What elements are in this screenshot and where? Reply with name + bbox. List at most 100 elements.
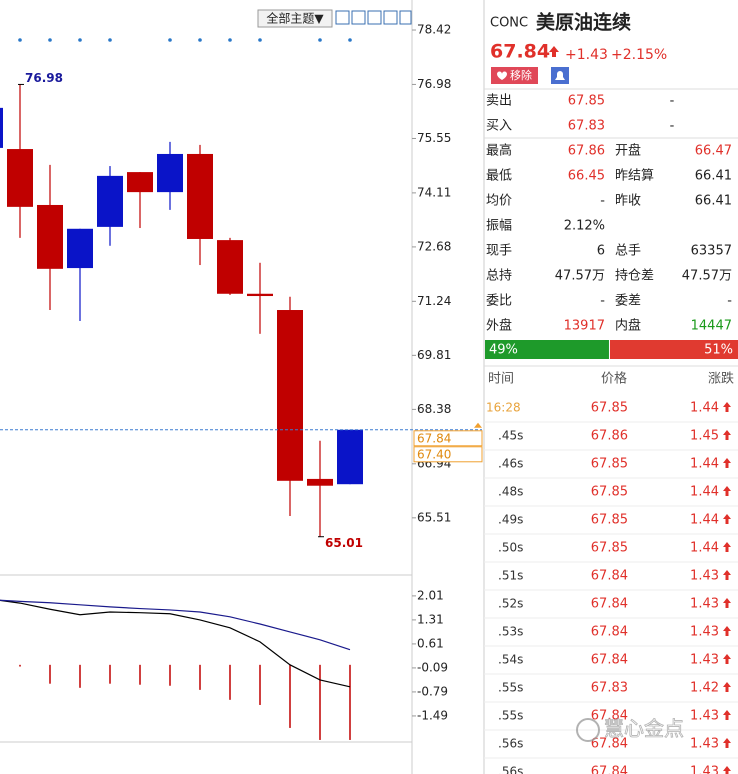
high-label: 76.98 (25, 71, 63, 85)
change: +1.43 (565, 47, 608, 63)
trade-time: .55s (498, 709, 523, 723)
quote-value: 66.45 (568, 169, 605, 184)
macd-line (0, 599, 351, 651)
up-arrow (723, 626, 731, 636)
remove-button[interactable] (491, 67, 538, 84)
trade-change: 1.45 (690, 429, 719, 444)
tool-icon[interactable] (367, 10, 382, 25)
trade-price: 67.85 (591, 513, 628, 528)
trade-time: .56s (498, 765, 523, 774)
tool-icon[interactable] (335, 10, 350, 25)
trade-time: .56s (498, 737, 523, 751)
y-tick-label: 1.31 (417, 612, 444, 626)
candle-body (7, 149, 33, 207)
candle-body (0, 107, 3, 148)
macd-chart (0, 599, 351, 740)
quote-value: 47.57万 (682, 269, 732, 284)
trade-time: .49s (498, 513, 523, 527)
remove-button-label[interactable]: 移除 (510, 68, 532, 82)
y-tick-label: 72.68 (417, 239, 451, 253)
up-arrow (549, 46, 559, 57)
trade-time: 16:28 (486, 401, 521, 415)
trade-price: 67.85 (591, 485, 628, 500)
outer-bar (485, 340, 609, 359)
candle-body (277, 310, 303, 481)
trade-change: 1.43 (690, 597, 719, 612)
event-dots (18, 38, 352, 42)
trade-price: 67.84 (591, 737, 628, 752)
symbol-name: 美原油连续 (536, 11, 631, 34)
quote-value: 66.41 (695, 169, 732, 184)
candle-body (127, 172, 153, 193)
up-arrow (723, 486, 731, 496)
quote-value: - (600, 294, 605, 309)
quote-label: 开盘 (615, 143, 641, 159)
quote-label: 卖出 (486, 94, 512, 109)
quote-label: 外盘 (486, 318, 512, 334)
trade-time: .48s (498, 485, 523, 499)
quote-label: 持仓差 (615, 269, 654, 284)
y-tick-label: 69.81 (417, 348, 451, 362)
trade-change: 1.43 (690, 625, 719, 640)
trade-price: 67.85 (591, 401, 628, 416)
trade-change: 1.43 (690, 653, 719, 668)
quote-value: 66.41 (695, 194, 732, 209)
inner-bar (609, 340, 738, 359)
trade-time: .55s (498, 681, 523, 695)
candle-chart (0, 84, 363, 537)
tool-icon[interactable] (383, 10, 398, 25)
quote-value: 6 (597, 244, 605, 259)
trade-price: 67.85 (591, 457, 628, 472)
tool-icon[interactable] (399, 10, 412, 25)
quote-value: - (670, 119, 675, 134)
trade-change: 1.43 (690, 569, 719, 584)
quote-value: 67.83 (568, 119, 605, 134)
tool-icon[interactable] (351, 10, 366, 25)
theme-button[interactable] (257, 9, 333, 28)
trade-header: 时间 (488, 372, 514, 387)
inner-pct: 51% (704, 343, 733, 358)
up-arrow (723, 458, 731, 468)
trade-price: 67.84 (591, 653, 628, 668)
candle-body (67, 228, 93, 269)
y-tick-label: -0.79 (417, 684, 448, 698)
trade-change: 1.44 (690, 513, 719, 528)
candle-body (37, 204, 63, 269)
change-pct: +2.15% (611, 47, 667, 63)
trade-price: 67.84 (591, 625, 628, 640)
up-arrow (723, 430, 731, 440)
up-arrow (723, 514, 731, 524)
y-tick-label: 71.24 (417, 294, 451, 308)
trade-price: 67.84 (591, 597, 628, 612)
symbol-code: CONC (490, 16, 528, 31)
trade-time: .46s (498, 457, 523, 471)
up-arrow (723, 738, 731, 748)
last-price-marker (474, 422, 482, 428)
quote-label: 最低 (486, 169, 512, 184)
trade-time: .53s (498, 625, 523, 639)
quote-value: 66.47 (695, 144, 732, 159)
trade-change: 1.44 (690, 401, 719, 416)
quote-label: 总持 (486, 269, 512, 284)
up-arrow (723, 542, 731, 552)
trade-price: 67.84 (591, 709, 628, 724)
price-tag-label: 67.84 (417, 431, 451, 445)
quote-panel: CONC 美原油连续 67.84 +1.43 +2.15% 移除 卖出 67.85… (484, 11, 738, 774)
heart-icon (497, 71, 507, 80)
quote-value: 47.57万 (555, 269, 605, 284)
y-tick-label: 75.55 (417, 131, 451, 145)
trade-time: .45s (498, 429, 523, 443)
price-tag-label: 67.40 (417, 447, 451, 461)
trade-time: .54s (498, 653, 523, 667)
trade-time: .52s (498, 597, 523, 611)
y-tick-label: 76.98 (417, 77, 451, 91)
trade-change: 1.44 (690, 485, 719, 500)
quote-value: - (727, 294, 732, 309)
candle-body (337, 429, 363, 485)
trade-change: 1.44 (690, 457, 719, 472)
price-tag (413, 430, 483, 447)
theme-button-label[interactable]: 全部主题▼ (266, 11, 324, 26)
candle-body (307, 478, 333, 486)
